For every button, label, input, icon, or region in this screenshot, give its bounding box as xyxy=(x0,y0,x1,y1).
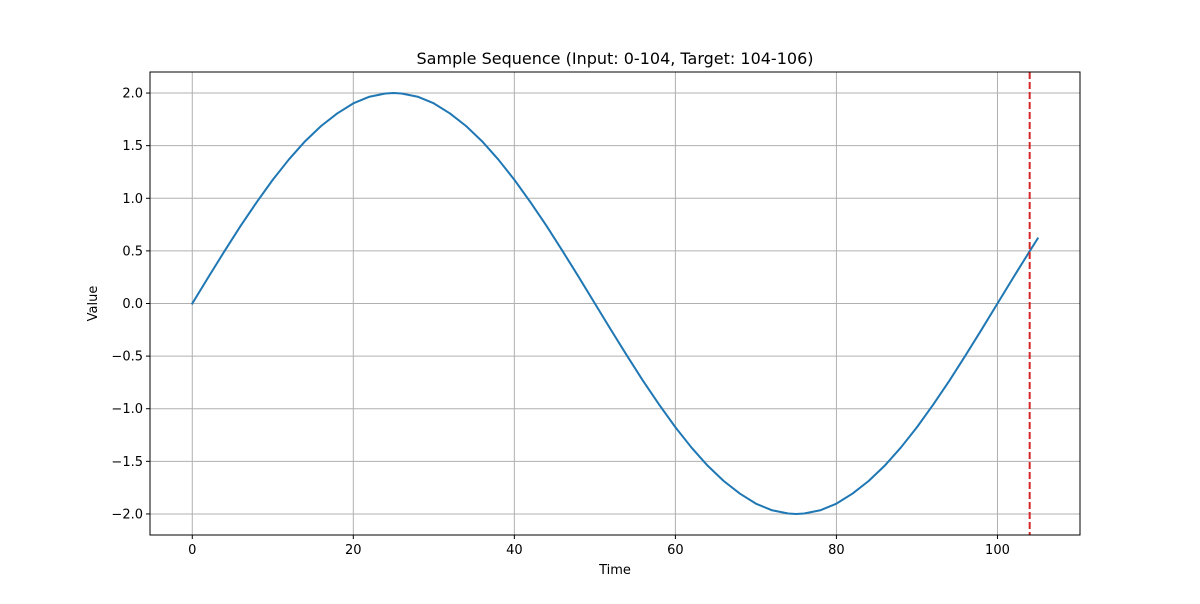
x-tick-label: 20 xyxy=(345,543,362,558)
plot-area xyxy=(190,72,1040,535)
x-tick-label: 0 xyxy=(188,543,196,558)
y-tick-label: 0.0 xyxy=(122,297,143,312)
y-tick-label: −2.0 xyxy=(111,507,143,522)
y-tick-label: 2.0 xyxy=(122,87,143,102)
x-tick-label: 40 xyxy=(506,543,523,558)
x-axis-label: Time xyxy=(598,563,631,578)
y-tick-label: 1.0 xyxy=(122,192,143,207)
x-tick-label: 60 xyxy=(667,543,684,558)
x-tick-label: 80 xyxy=(828,543,845,558)
y-tick-label: −0.5 xyxy=(111,350,143,365)
x-tick-label: 100 xyxy=(985,543,1010,558)
chart-title: Sample Sequence (Input: 0-104, Target: 1… xyxy=(417,49,814,68)
y-tick-label: −1.0 xyxy=(111,402,143,417)
y-tick-label: −1.5 xyxy=(111,455,143,470)
y-tick-label: 0.5 xyxy=(122,244,143,259)
y-tick-label: 1.5 xyxy=(122,139,143,154)
x-axis-ticks: 0 20 40 60 80 100 xyxy=(188,535,1010,558)
y-axis-ticks: 2.0 1.5 1.0 0.5 0.0 −0.5 −1.0 −1.5 −2.0 xyxy=(111,87,150,522)
y-axis-label: Value xyxy=(86,286,101,322)
series-line-0 xyxy=(190,92,1040,515)
